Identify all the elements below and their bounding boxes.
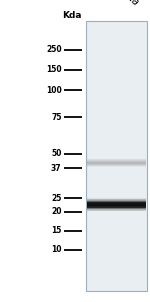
Bar	[87, 164, 146, 165]
Bar	[87, 161, 146, 162]
Bar	[87, 209, 146, 210]
Bar	[87, 202, 146, 203]
Bar	[87, 160, 146, 161]
Bar	[87, 161, 146, 162]
Bar	[87, 163, 146, 164]
FancyBboxPatch shape	[86, 21, 147, 291]
Bar	[87, 159, 146, 160]
Bar	[87, 204, 146, 205]
Bar	[87, 162, 146, 163]
Bar	[87, 208, 146, 209]
Bar	[87, 164, 146, 165]
Bar	[87, 200, 146, 201]
Bar	[87, 160, 146, 161]
Text: 20: 20	[51, 207, 62, 216]
Bar	[87, 208, 146, 209]
Bar	[87, 205, 146, 206]
Text: 250: 250	[46, 45, 62, 54]
Text: 75: 75	[51, 113, 62, 122]
Bar	[87, 162, 146, 163]
Bar	[87, 209, 146, 210]
Bar	[87, 209, 146, 210]
Bar	[87, 160, 146, 161]
Bar	[87, 206, 146, 207]
Bar	[87, 207, 146, 208]
Bar	[87, 206, 146, 207]
Bar	[87, 198, 146, 199]
Bar	[87, 202, 146, 203]
Bar	[87, 203, 146, 204]
Bar	[87, 206, 146, 207]
Bar	[87, 201, 146, 202]
Bar	[87, 162, 146, 163]
Bar	[87, 163, 146, 164]
Bar	[87, 200, 146, 201]
Text: 100: 100	[46, 85, 62, 95]
Text: 15: 15	[51, 226, 62, 235]
Bar	[87, 198, 146, 199]
Bar	[87, 203, 146, 204]
Bar	[87, 208, 146, 209]
Bar	[87, 207, 146, 208]
Text: 10: 10	[51, 245, 62, 254]
Bar	[87, 159, 146, 160]
Bar	[87, 199, 146, 200]
Bar	[87, 205, 146, 206]
Bar	[87, 165, 146, 166]
Bar	[87, 164, 146, 165]
Text: 150: 150	[46, 65, 62, 74]
Text: 50: 50	[51, 149, 62, 158]
Bar	[87, 165, 146, 166]
Bar	[87, 204, 146, 205]
Text: Kda: Kda	[62, 11, 82, 20]
Bar	[87, 205, 146, 206]
Text: 25: 25	[51, 194, 62, 203]
Bar	[87, 201, 146, 202]
Bar	[87, 210, 146, 211]
Bar	[87, 200, 146, 201]
Bar	[87, 202, 146, 203]
Bar	[87, 203, 146, 204]
Bar	[87, 165, 146, 166]
Bar	[87, 166, 146, 167]
Text: HeLa: HeLa	[117, 0, 141, 8]
Bar	[87, 199, 146, 200]
Bar	[87, 210, 146, 211]
Text: 37: 37	[51, 164, 61, 173]
Bar	[87, 199, 146, 200]
Bar	[87, 161, 146, 162]
Bar	[87, 166, 146, 167]
